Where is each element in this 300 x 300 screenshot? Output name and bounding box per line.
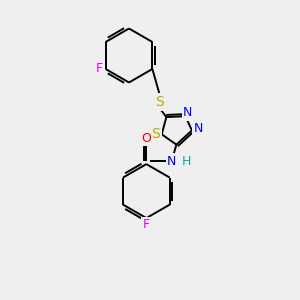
Text: H: H: [182, 154, 191, 168]
Text: F: F: [143, 218, 150, 231]
Text: F: F: [95, 62, 103, 76]
Text: O: O: [141, 131, 151, 145]
Text: S: S: [151, 127, 160, 141]
Text: N: N: [183, 106, 192, 119]
Text: N: N: [194, 122, 203, 135]
Text: N: N: [167, 154, 177, 168]
Text: S: S: [155, 95, 164, 109]
